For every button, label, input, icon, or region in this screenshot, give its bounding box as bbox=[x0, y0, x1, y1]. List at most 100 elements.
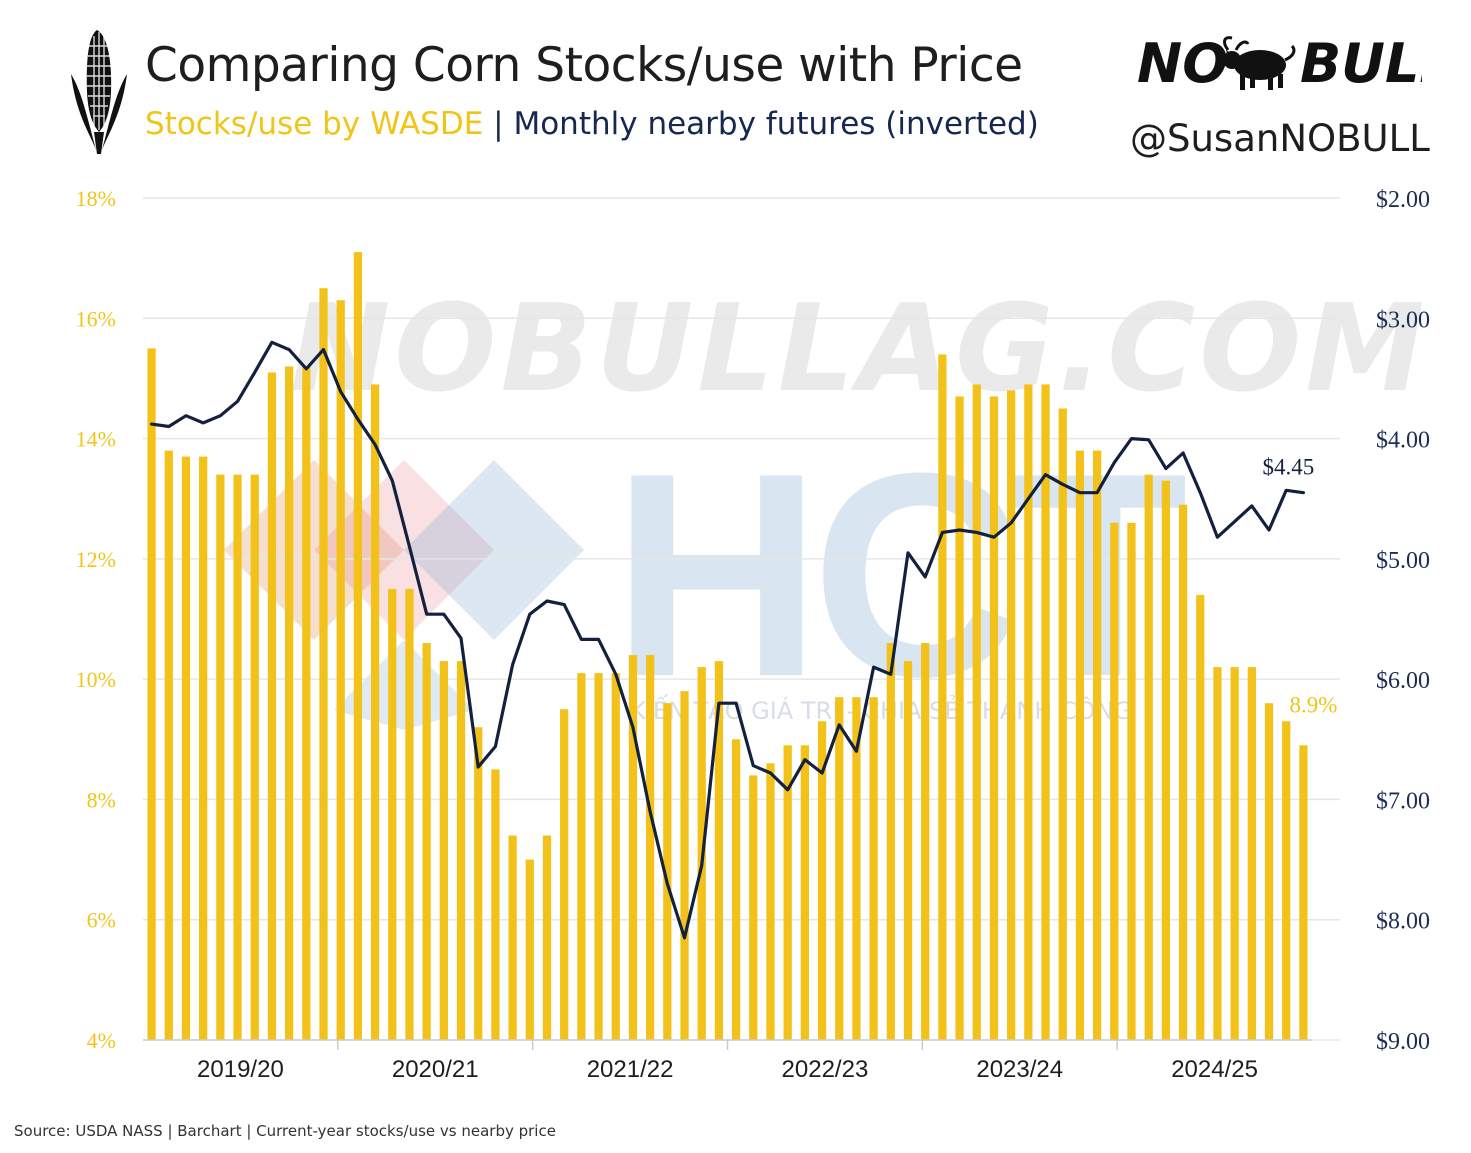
stocks-use-bar bbox=[783, 745, 792, 1040]
stocks-use-bar bbox=[817, 721, 827, 1040]
stocks-use-bar bbox=[336, 300, 345, 1040]
left-axis-tick-label: 4% bbox=[87, 1028, 116, 1053]
stocks-use-bar bbox=[714, 661, 724, 1040]
stocks-use-bar bbox=[766, 763, 775, 1040]
chart: 4% 6% 8% 10% 12% 14% 16% 18% $2.00 $3.00 $4.00 $5.0… bbox=[76, 186, 1430, 1083]
stocks-use-bar bbox=[353, 252, 363, 1041]
stocks-use-bar bbox=[1127, 522, 1136, 1040]
stocks-use-bar bbox=[491, 769, 500, 1040]
stocks-use-bar bbox=[250, 474, 259, 1041]
stocks-use-bar bbox=[1092, 450, 1102, 1041]
stocks-use-bar bbox=[1041, 384, 1050, 1040]
stocks-use-bar bbox=[456, 661, 466, 1040]
brand-logo: NO BULL bbox=[1137, 32, 1422, 95]
stocks-use-bar bbox=[233, 474, 242, 1041]
left-axis-tick-label: 6% bbox=[87, 908, 116, 933]
stocks-use-bar bbox=[284, 366, 294, 1040]
stocks-use-bar bbox=[1024, 384, 1033, 1040]
stocks-use-bar bbox=[525, 859, 534, 1040]
stocks-use-bar bbox=[731, 739, 741, 1040]
stocks-use-bar bbox=[474, 727, 483, 1040]
stocks-use-bar bbox=[611, 673, 620, 1040]
stocks-use-bar bbox=[869, 697, 878, 1040]
stocks-use-bar bbox=[577, 673, 586, 1040]
stocks-use-bar bbox=[1230, 667, 1239, 1040]
stocks-use-bar bbox=[1247, 667, 1256, 1040]
subtitle-futures: Monthly nearby futures (inverted) bbox=[513, 106, 1039, 142]
stocks-use-bar bbox=[164, 450, 173, 1041]
stocks-use-bar bbox=[628, 655, 638, 1040]
right-axis-tick-label: $9.00 bbox=[1376, 1029, 1430, 1055]
stocks-use-bar bbox=[319, 288, 328, 1040]
left-axis-tick-label: 10% bbox=[76, 667, 116, 692]
subtitle-separator: | bbox=[493, 106, 504, 142]
stocks-use-bar bbox=[388, 588, 397, 1040]
stocks-use-bar bbox=[955, 396, 964, 1040]
stocks-use-bar bbox=[199, 456, 208, 1041]
stocks-use-bar bbox=[800, 745, 809, 1040]
stocks-use-bar bbox=[663, 703, 672, 1040]
x-axis-label: 2022/23 bbox=[782, 1056, 869, 1083]
source-note: Source: USDA NASS | Barchart | Current-y… bbox=[14, 1122, 556, 1140]
annotations: $4.45 8.9% bbox=[1263, 455, 1338, 718]
stocks-use-bar bbox=[1007, 390, 1016, 1040]
right-axis-tick-label: $8.00 bbox=[1376, 909, 1430, 935]
stocks-use-bar bbox=[835, 697, 844, 1040]
subtitle-stocks-use: Stocks/use by WASDE bbox=[145, 106, 484, 142]
chart-subtitle: Stocks/use by WASDE | Monthly nearby fut… bbox=[145, 106, 1039, 142]
stocks-use-bar bbox=[267, 372, 277, 1040]
brand-handle: @SusanNOBULL bbox=[1130, 117, 1430, 160]
stocks-use-bar bbox=[972, 384, 981, 1040]
left-axis-tick-label: 12% bbox=[76, 547, 116, 572]
stocks-use-bar bbox=[439, 661, 448, 1040]
right-axis-tick-label: $3.00 bbox=[1376, 307, 1430, 333]
stocks-use-bar bbox=[903, 661, 913, 1040]
stocks-use-annotation: 8.9% bbox=[1289, 692, 1337, 717]
stocks-use-bar bbox=[1161, 480, 1171, 1041]
right-axis-tick-label: $7.00 bbox=[1376, 788, 1430, 814]
stocks-use-bar bbox=[1264, 703, 1274, 1040]
stocks-use-bar bbox=[1299, 745, 1308, 1040]
futures-line bbox=[150, 340, 1306, 940]
stocks-use-bar bbox=[749, 775, 758, 1040]
x-axis-label: 2020/21 bbox=[392, 1056, 479, 1083]
left-axis-tick-label: 16% bbox=[76, 306, 116, 331]
stocks-use-bar bbox=[302, 366, 311, 1040]
stocks-use-bar bbox=[886, 643, 895, 1040]
stocks-use-bars bbox=[147, 252, 1308, 1041]
x-axis-label: 2024/25 bbox=[1171, 1056, 1258, 1083]
stocks-use-bar bbox=[1058, 408, 1067, 1040]
right-axis-tick-label: $4.00 bbox=[1376, 428, 1430, 454]
stocks-use-bar bbox=[1213, 667, 1222, 1040]
stocks-use-bar bbox=[921, 643, 930, 1040]
left-axis-tick-label: 8% bbox=[87, 787, 116, 812]
stocks-use-bar bbox=[1075, 450, 1085, 1041]
chart-title: Comparing Corn Stocks/use with Price bbox=[145, 38, 1023, 93]
right-axis-tick-label: $2.00 bbox=[1376, 187, 1430, 213]
stocks-use-bar bbox=[1282, 721, 1291, 1040]
stocks-use-bar bbox=[508, 835, 517, 1040]
brand-text-no: NO bbox=[1137, 32, 1228, 95]
stocks-use-bar bbox=[1110, 522, 1119, 1040]
bull-icon bbox=[1223, 36, 1296, 90]
stocks-use-bar bbox=[680, 691, 689, 1040]
right-axis-tick-label: $6.00 bbox=[1376, 668, 1430, 694]
futures-series-line bbox=[150, 340, 1306, 940]
right-axis-tick-label: $5.00 bbox=[1376, 548, 1430, 574]
x-axis-label: 2023/24 bbox=[976, 1056, 1063, 1083]
stocks-use-bar bbox=[542, 835, 552, 1040]
axes: 4% 6% 8% 10% 12% 14% 16% 18% $2.00 $3.00 $4.00 $5.0… bbox=[76, 186, 1430, 1083]
stocks-use-bar bbox=[370, 384, 380, 1040]
stocks-use-bar bbox=[1144, 474, 1153, 1041]
stocks-use-bar bbox=[147, 348, 156, 1040]
x-axis-label: 2021/22 bbox=[587, 1056, 674, 1083]
left-axis-tick-label: 14% bbox=[76, 427, 116, 452]
stocks-use-bar bbox=[594, 673, 603, 1040]
stocks-use-bar bbox=[560, 709, 569, 1040]
stocks-use-bar bbox=[989, 396, 999, 1040]
stocks-use-bar bbox=[1196, 594, 1205, 1040]
stocks-use-bar bbox=[422, 643, 431, 1040]
stocks-use-bar bbox=[646, 655, 655, 1040]
x-axis-label: 2019/20 bbox=[197, 1056, 284, 1083]
stocks-use-bar bbox=[181, 456, 191, 1041]
